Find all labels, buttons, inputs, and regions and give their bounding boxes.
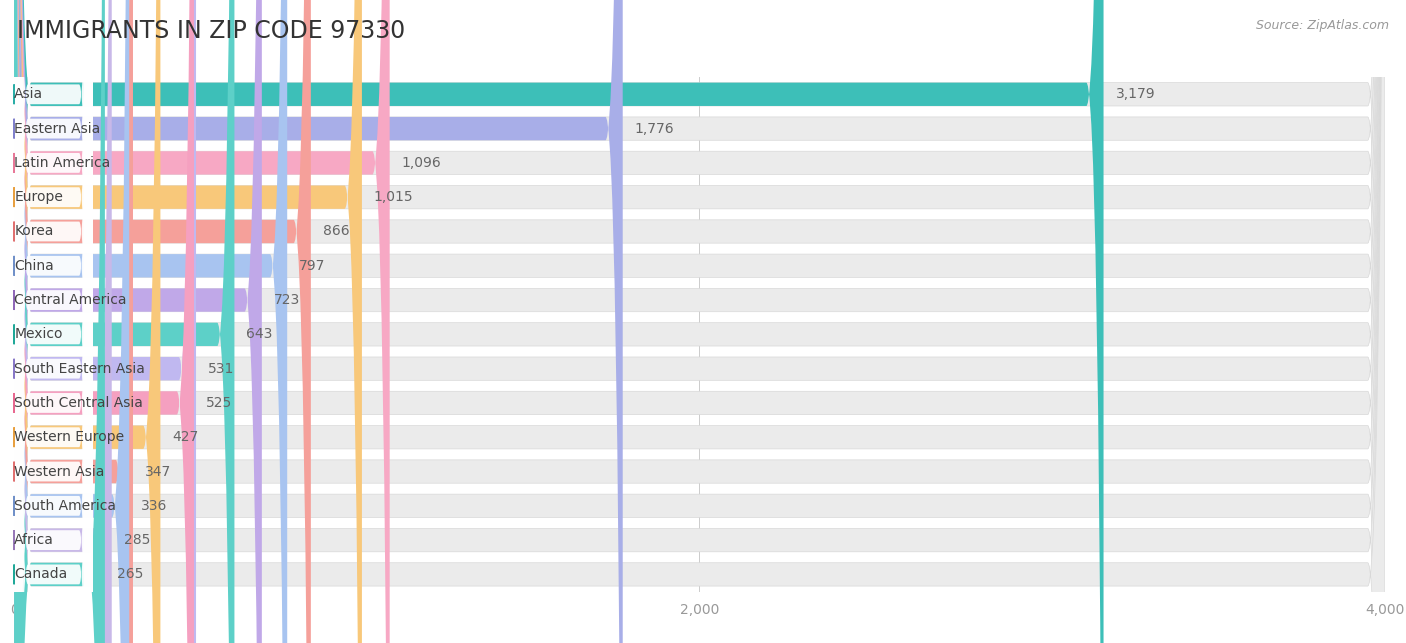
Text: Central America: Central America — [14, 293, 127, 307]
FancyBboxPatch shape — [14, 0, 1385, 643]
FancyBboxPatch shape — [14, 0, 93, 643]
FancyBboxPatch shape — [14, 0, 1385, 643]
Text: China: China — [14, 258, 53, 273]
FancyBboxPatch shape — [14, 0, 1104, 643]
Text: 265: 265 — [117, 567, 143, 581]
FancyBboxPatch shape — [14, 0, 93, 643]
FancyBboxPatch shape — [14, 0, 93, 643]
FancyBboxPatch shape — [14, 0, 1385, 643]
Text: South America: South America — [14, 499, 117, 513]
Text: 1,776: 1,776 — [634, 122, 675, 136]
Text: 3,179: 3,179 — [1115, 87, 1156, 102]
FancyBboxPatch shape — [14, 0, 195, 643]
FancyBboxPatch shape — [14, 0, 93, 643]
Text: Latin America: Latin America — [14, 156, 111, 170]
FancyBboxPatch shape — [14, 0, 262, 643]
FancyBboxPatch shape — [14, 0, 1385, 643]
Text: 643: 643 — [246, 327, 273, 341]
Text: 1,015: 1,015 — [374, 190, 413, 204]
FancyBboxPatch shape — [14, 0, 160, 643]
FancyBboxPatch shape — [14, 0, 1385, 643]
FancyBboxPatch shape — [14, 0, 1385, 643]
FancyBboxPatch shape — [14, 0, 389, 643]
FancyBboxPatch shape — [14, 0, 93, 643]
Text: 866: 866 — [323, 224, 350, 239]
Text: 347: 347 — [145, 464, 172, 478]
FancyBboxPatch shape — [14, 0, 361, 643]
Text: Western Asia: Western Asia — [14, 464, 104, 478]
Text: 531: 531 — [208, 361, 235, 376]
FancyBboxPatch shape — [14, 0, 235, 643]
FancyBboxPatch shape — [14, 0, 93, 643]
FancyBboxPatch shape — [14, 0, 93, 643]
FancyBboxPatch shape — [14, 0, 1385, 643]
FancyBboxPatch shape — [14, 0, 93, 643]
Text: Mexico: Mexico — [14, 327, 63, 341]
Text: 285: 285 — [124, 533, 150, 547]
FancyBboxPatch shape — [14, 0, 1385, 643]
Text: 427: 427 — [173, 430, 198, 444]
Text: Eastern Asia: Eastern Asia — [14, 122, 100, 136]
Text: 797: 797 — [299, 258, 326, 273]
FancyBboxPatch shape — [14, 0, 93, 643]
Text: Africa: Africa — [14, 533, 55, 547]
Text: Asia: Asia — [14, 87, 44, 102]
FancyBboxPatch shape — [14, 0, 287, 643]
FancyBboxPatch shape — [14, 0, 129, 643]
Text: Korea: Korea — [14, 224, 53, 239]
FancyBboxPatch shape — [14, 0, 93, 643]
Text: 525: 525 — [207, 396, 232, 410]
FancyBboxPatch shape — [14, 0, 1385, 643]
Text: IMMIGRANTS IN ZIP CODE 97330: IMMIGRANTS IN ZIP CODE 97330 — [17, 19, 405, 43]
FancyBboxPatch shape — [14, 0, 93, 643]
FancyBboxPatch shape — [14, 0, 93, 643]
Text: Europe: Europe — [14, 190, 63, 204]
Text: South Eastern Asia: South Eastern Asia — [14, 361, 145, 376]
FancyBboxPatch shape — [14, 0, 93, 643]
FancyBboxPatch shape — [14, 0, 111, 643]
Text: Western Europe: Western Europe — [14, 430, 124, 444]
FancyBboxPatch shape — [14, 0, 105, 643]
FancyBboxPatch shape — [14, 0, 1385, 643]
FancyBboxPatch shape — [14, 0, 623, 643]
Text: 723: 723 — [274, 293, 299, 307]
FancyBboxPatch shape — [14, 0, 194, 643]
Text: Source: ZipAtlas.com: Source: ZipAtlas.com — [1256, 19, 1389, 32]
FancyBboxPatch shape — [14, 0, 311, 643]
FancyBboxPatch shape — [14, 0, 1385, 643]
FancyBboxPatch shape — [14, 0, 1385, 643]
FancyBboxPatch shape — [14, 0, 93, 643]
Text: Canada: Canada — [14, 567, 67, 581]
FancyBboxPatch shape — [14, 0, 1385, 643]
Text: 336: 336 — [141, 499, 167, 513]
Text: South Central Asia: South Central Asia — [14, 396, 143, 410]
FancyBboxPatch shape — [14, 0, 1385, 643]
FancyBboxPatch shape — [14, 0, 93, 643]
FancyBboxPatch shape — [14, 0, 134, 643]
FancyBboxPatch shape — [14, 0, 1385, 643]
Text: 1,096: 1,096 — [402, 156, 441, 170]
